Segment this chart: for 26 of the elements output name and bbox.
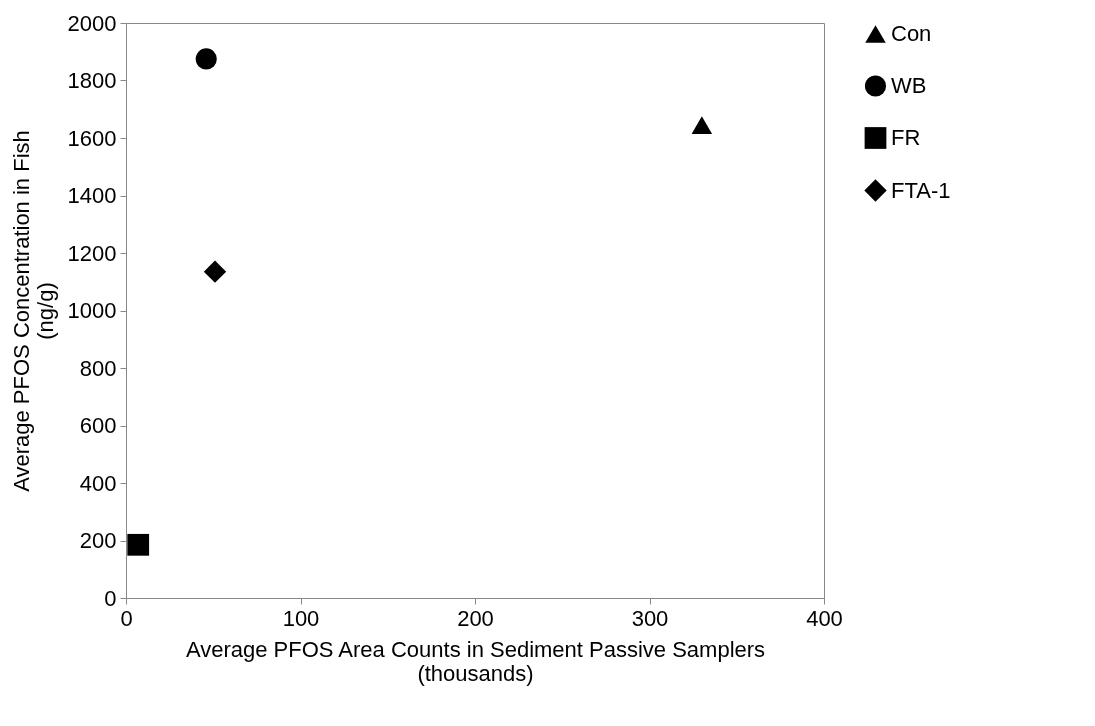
y-tick-label: 1400: [67, 183, 117, 208]
x-axis-title: Average PFOS Area Counts in Sediment Passive Samplers (thousands): [185, 636, 766, 686]
point: [127, 533, 150, 556]
point: [203, 260, 227, 283]
y-tick-label: 800: [79, 355, 117, 381]
y-tick-label: 1600: [67, 125, 117, 151]
legend-label: Con: [891, 21, 932, 46]
x-tick-label: 100: [282, 605, 320, 631]
legend-label: WB: [891, 73, 927, 98]
x-tick-label: 0: [120, 605, 133, 631]
y-tick-label: 400: [79, 470, 117, 496]
x-tick-label: 200: [457, 605, 494, 631]
x-tick-label: 400: [806, 605, 843, 631]
x-tick-label: 300: [631, 605, 669, 631]
y-axis-title: Average PFOS Concentration in Fish (ng/g): [8, 130, 58, 492]
y-tick-label: 600: [79, 413, 117, 438]
legend-label: FR: [891, 125, 921, 150]
y-tick-label: 1200: [67, 240, 117, 266]
point: [195, 48, 217, 70]
point: [691, 116, 713, 134]
y-tick-label: 200: [79, 528, 117, 553]
y-tick-label: 1800: [67, 68, 117, 93]
y-tick-label: 1000: [67, 298, 117, 323]
legend-label: FTA-1: [891, 177, 951, 203]
y-tick-label: 0: [104, 585, 117, 611]
y-tick-label: 2000: [67, 10, 117, 36]
